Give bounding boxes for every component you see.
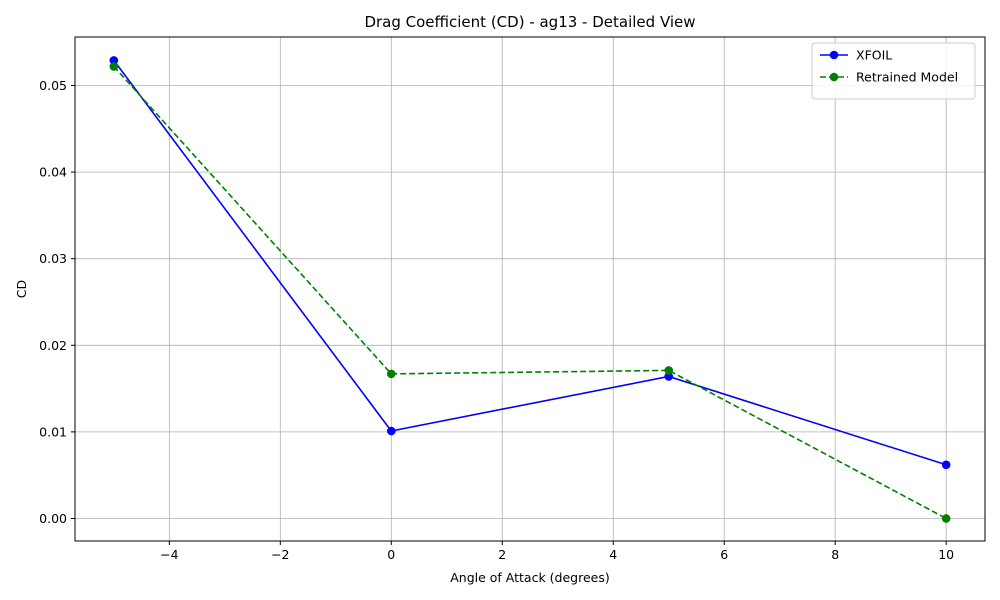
x-axis-label: Angle of Attack (degrees) <box>450 570 610 585</box>
y-tick-label: 0.04 <box>39 165 67 180</box>
y-tick-label: 0.02 <box>39 338 67 353</box>
grid <box>75 37 985 541</box>
data-point-xfoil <box>941 460 951 470</box>
x-tick-label: 6 <box>720 547 728 562</box>
y-tick-label: 0.05 <box>39 78 67 93</box>
data-point-retrained-model <box>109 62 119 71</box>
x-tick-label: 8 <box>831 547 839 562</box>
x-tick-label: −2 <box>271 547 289 562</box>
data-point-retrained-model <box>941 514 951 523</box>
y-axis-label: CD <box>14 280 29 298</box>
y-tick-label: 0.03 <box>39 251 67 266</box>
legend: XFOIL Retrained Model <box>811 42 976 100</box>
data-point-retrained-model <box>386 369 396 379</box>
chart-title: Drag Coefficient (CD) - ag13 - Detailed … <box>364 13 695 31</box>
data-point-xfoil <box>386 426 396 436</box>
y-tick-label: 0.00 <box>39 511 67 526</box>
legend-label-xfoil: XFOIL <box>856 48 892 63</box>
series-line-xfoil <box>113 59 947 466</box>
x-tick-label: 2 <box>498 547 506 562</box>
legend-marker-retrained-model <box>829 72 839 82</box>
series-line-retrained-model <box>113 65 947 520</box>
legend-label-retrained-model: Retrained Model <box>856 70 958 85</box>
ticks: −4 −2 0 2 4 6 8 10 0.00 0.01 0.02 0.03 0.04 0.05 <box>39 78 954 562</box>
x-tick-label: 4 <box>609 547 617 562</box>
plot-frame <box>74 36 986 542</box>
y-tick-label: 0.01 <box>39 424 67 439</box>
legend-box <box>811 42 976 100</box>
x-tick-label: 10 <box>938 547 954 562</box>
x-tick-label: 0 <box>387 547 395 562</box>
data-point-xfoil <box>109 56 119 65</box>
x-tick-label: −4 <box>160 547 178 562</box>
series-layer <box>109 56 951 523</box>
legend-marker-xfoil <box>829 50 839 60</box>
data-point-xfoil <box>664 372 674 381</box>
data-point-retrained-model <box>664 366 674 375</box>
